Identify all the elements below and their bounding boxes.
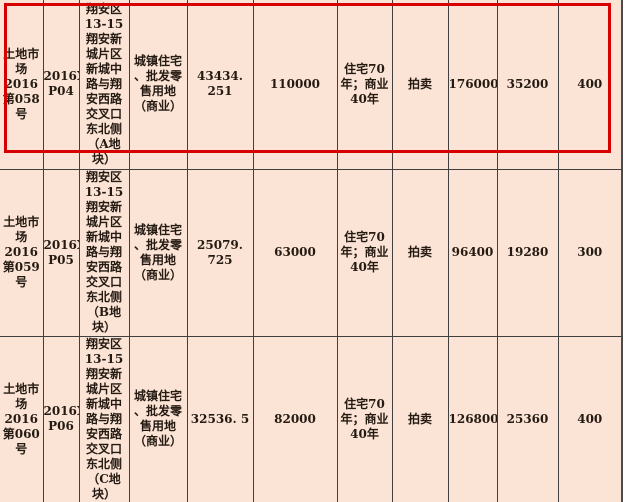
cell-tenure-terms: 住宅70 年；商业 40年 [336, 168, 393, 337]
cell-transfer-method: 拍卖 [391, 168, 449, 337]
cell-start-price: 96400 [447, 168, 498, 337]
cell-deposit: 35200 [496, 0, 559, 170]
cell-land-area: 43434. 251 [186, 0, 254, 170]
cell-transfer-method: 拍卖 [391, 335, 449, 502]
cell-building-area: 110000 [252, 0, 338, 170]
cell-land-area: 32536. 5 [186, 335, 254, 502]
cell-start-price: 176000 [447, 0, 498, 170]
table-row: 土地市 场2016 第058 号 2016X P04 翔安区 13-15 翔安新… [0, 0, 623, 170]
cell-parcel-code: 2016X P05 [42, 168, 80, 337]
cell-location: 翔安区 13-15 翔安新 城片区 新城中 路与翔 安西路 交叉口 东北侧 （A… [78, 0, 130, 170]
cell-building-area: 63000 [252, 168, 338, 337]
cell-transfer-method: 拍卖 [391, 0, 449, 170]
cell-land-area: 25079. 725 [186, 168, 254, 337]
table-row: 土地市 场2016 第060 号 2016X P06 翔安区 13-15 翔安新… [0, 335, 623, 502]
cell-increment: 400 [557, 335, 623, 502]
cell-tenure-terms: 住宅70 年；商业 40年 [336, 0, 393, 170]
cell-increment: 400 [557, 0, 623, 170]
cell-location: 翔安区 13-15 翔安新 城片区 新城中 路与翔 安西路 交叉口 东北侧 （B… [78, 168, 130, 337]
cell-land-use: 城镇住宅 、批发零 售用地 （商业） [128, 335, 188, 502]
cell-increment: 300 [557, 168, 623, 337]
cell-building-area: 82000 [252, 335, 338, 502]
cell-parcel-code: 2016X P04 [42, 0, 80, 170]
cell-deposit: 19280 [496, 168, 559, 337]
cell-start-price: 126800 [447, 335, 498, 502]
table-row: 土地市 场2016 第059 号 2016X P05 翔安区 13-15 翔安新… [0, 168, 623, 337]
cell-listing-number: 土地市 场2016 第058 号 [0, 0, 44, 170]
cell-parcel-code: 2016X P06 [42, 335, 80, 502]
cell-location: 翔安区 13-15 翔安新 城片区 新城中 路与翔 安西路 交叉口 东北侧 （C… [78, 335, 130, 502]
cell-listing-number: 土地市 场2016 第059 号 [0, 168, 44, 337]
cell-land-use: 城镇住宅 、批发零 售用地 （商业） [128, 168, 188, 337]
cell-deposit: 25360 [496, 335, 559, 502]
cell-land-use: 城镇住宅 、批发零 售用地 （商业） [128, 0, 188, 170]
cell-tenure-terms: 住宅70 年；商业 40年 [336, 335, 393, 502]
cell-listing-number: 土地市 场2016 第060 号 [0, 335, 44, 502]
